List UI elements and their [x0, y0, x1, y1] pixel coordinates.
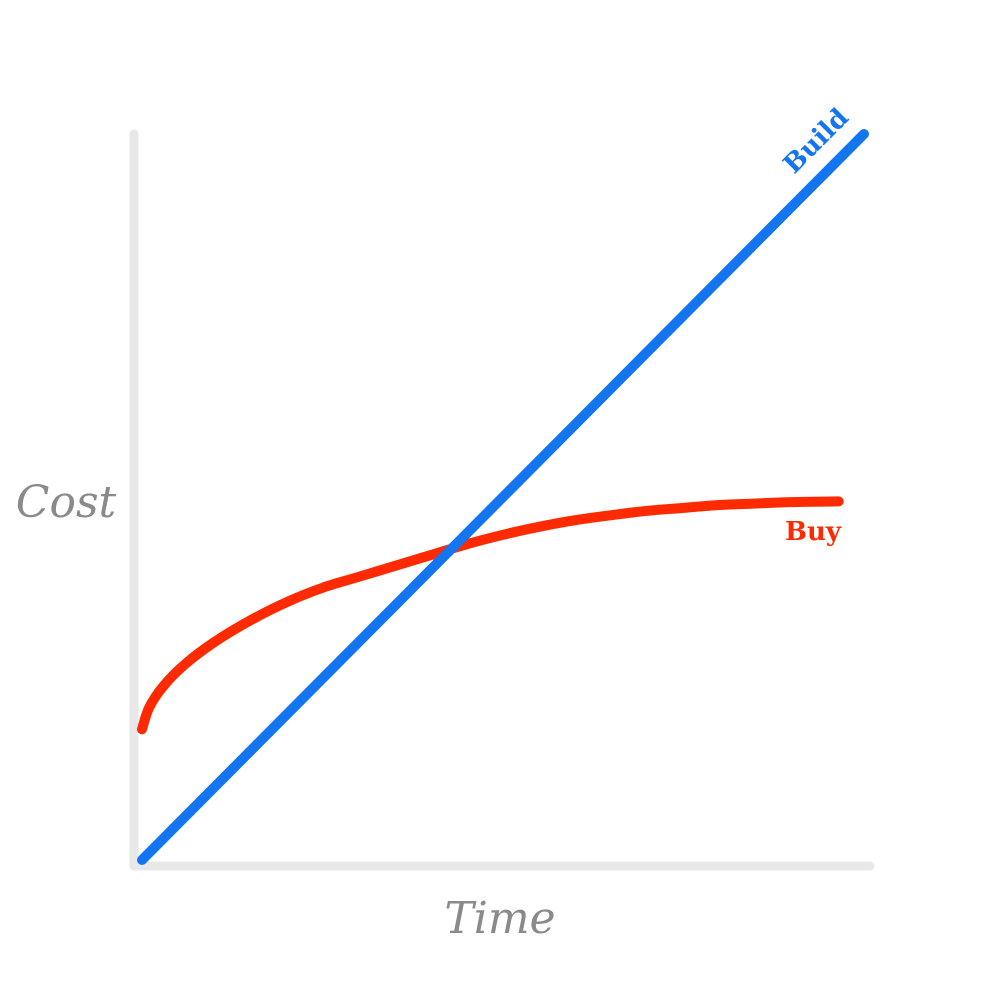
series-label-buy: Buy — [785, 517, 842, 547]
series-group — [137, 129, 869, 865]
series-line-buy — [137, 496, 844, 735]
series-label-build: Build — [778, 103, 855, 180]
x-axis-title: Time — [444, 893, 555, 944]
y-axis-title: Cost — [16, 477, 117, 528]
series-line-build — [137, 129, 869, 865]
